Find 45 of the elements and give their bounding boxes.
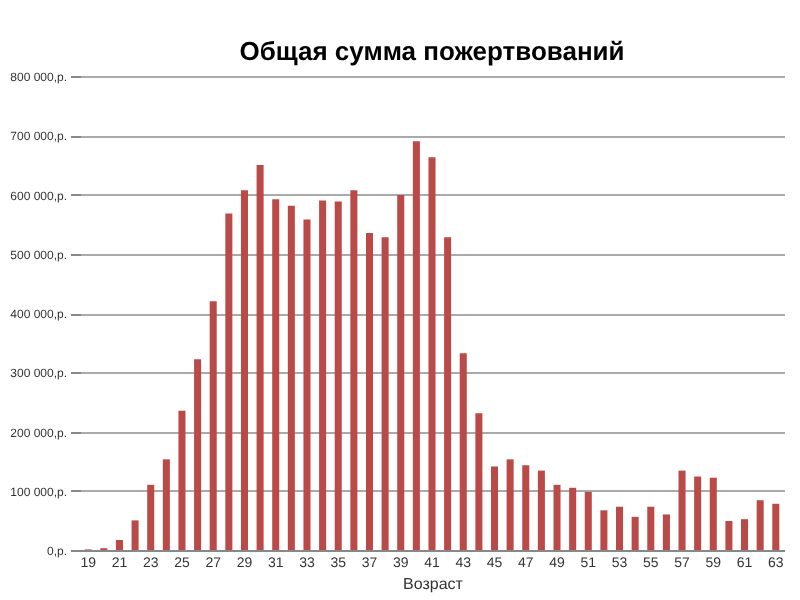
bar: [194, 359, 202, 550]
bar: [647, 506, 655, 550]
bar: [397, 195, 405, 550]
bar: [178, 410, 186, 550]
bar: [287, 205, 295, 550]
bar: [725, 520, 733, 550]
x-axis-title: Возраст: [403, 575, 464, 593]
bar: [522, 465, 530, 550]
chart-title: Общая сумма пожертвований: [239, 36, 625, 66]
bar: [506, 459, 514, 550]
bar: [490, 466, 499, 550]
bar: [459, 353, 467, 550]
bar: [147, 484, 155, 550]
bar: [365, 233, 374, 550]
bar: [319, 200, 327, 550]
bar: [412, 141, 420, 550]
bar: [678, 470, 686, 550]
bar: [616, 506, 624, 550]
bar: [131, 520, 139, 550]
bar: [569, 487, 577, 550]
bar: [756, 500, 764, 550]
bar: [662, 514, 670, 550]
bar: [428, 157, 436, 550]
bar: [631, 516, 639, 550]
bar: [350, 190, 358, 550]
bar: [444, 237, 452, 550]
bar: [162, 459, 170, 550]
bar: [709, 477, 717, 550]
bar: [256, 164, 264, 550]
bar: [694, 476, 702, 550]
bar: [303, 219, 311, 550]
bar: [225, 213, 233, 550]
bar: [537, 470, 545, 550]
bar: [741, 519, 749, 550]
bar: [115, 539, 123, 550]
bar: [209, 301, 217, 550]
bar: [584, 491, 592, 550]
bar: [475, 413, 483, 550]
bar: [553, 484, 561, 550]
bar: [381, 237, 389, 550]
bar: [272, 199, 280, 550]
bar: [600, 510, 608, 550]
bar: [334, 201, 342, 550]
bar: [240, 190, 248, 550]
bar: [772, 503, 780, 550]
